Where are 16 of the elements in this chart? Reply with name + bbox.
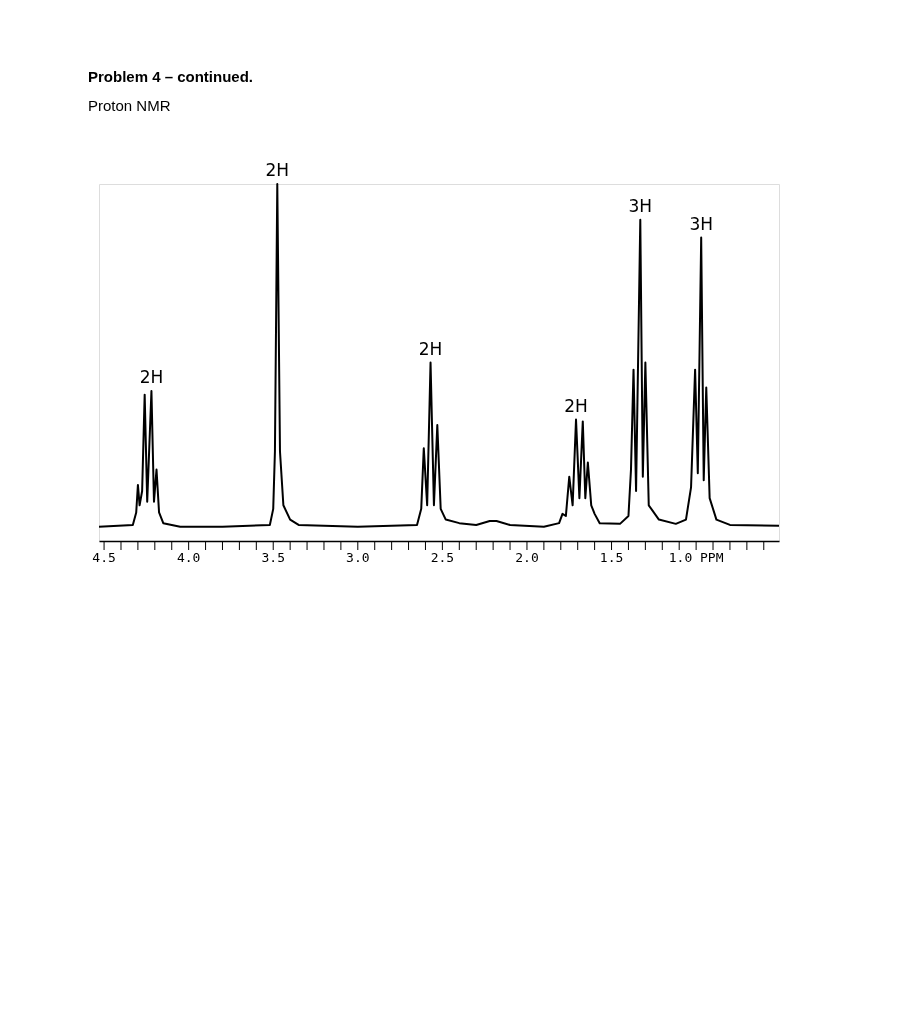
- x-tick-label: 4.0: [176, 550, 201, 565]
- chart-title: Problem 4 – continued.: [88, 68, 254, 85]
- x-tick-label: 2.5: [430, 550, 455, 565]
- chart-subtitle: Proton NMR: [88, 97, 171, 114]
- annotation: 2H: [564, 395, 588, 416]
- annotation: 3H: [689, 213, 713, 234]
- x-tick-label: 1.5: [599, 550, 624, 565]
- annotation: 2H: [265, 160, 290, 180]
- x-tick-label: 1.0 PPM: [668, 550, 724, 565]
- x-tick-label: 2.0: [515, 550, 539, 565]
- annotation: 2H: [139, 367, 164, 388]
- annotation: 3H: [628, 195, 653, 216]
- annotation: 2H: [418, 338, 443, 359]
- x-tick-label: 3.5: [261, 550, 285, 565]
- x-tick-label: 3.0: [346, 550, 370, 565]
- x-tick-label: 4.5: [92, 550, 116, 565]
